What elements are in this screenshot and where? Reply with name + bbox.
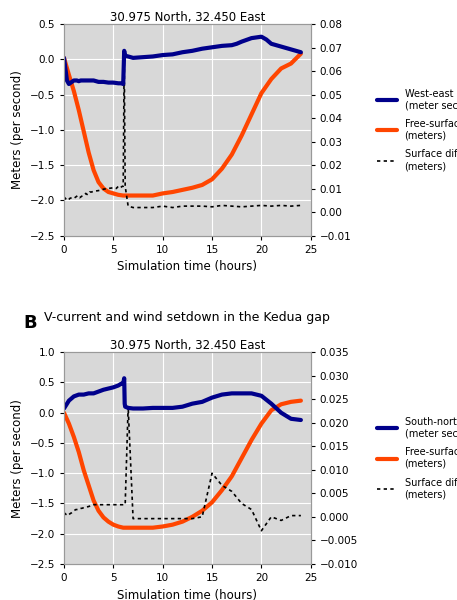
Title: 30.975 North, 32.450 East: 30.975 North, 32.450 East	[110, 11, 265, 24]
X-axis label: Simulation time (hours): Simulation time (hours)	[117, 260, 257, 274]
Text: B: B	[23, 314, 37, 332]
X-axis label: Simulation time (hours): Simulation time (hours)	[117, 589, 257, 600]
Title: 30.975 North, 32.450 East: 30.975 North, 32.450 East	[110, 339, 265, 352]
Legend: South-north current
(meter second-1), Free-surface height
(meters), Surface diff: South-north current (meter second-1), Fr…	[377, 417, 457, 499]
Text: V-current and wind setdown in the Kedua gap: V-current and wind setdown in the Kedua …	[44, 311, 330, 323]
Text: A: A	[23, 0, 37, 4]
Y-axis label: Meters (per second): Meters (per second)	[11, 70, 24, 190]
Y-axis label: Meters (per second): Meters (per second)	[11, 398, 24, 518]
Legend: West-east current
(meter second-1), Free-surface height
(meters), Surface differ: West-east current (meter second-1), Free…	[377, 89, 457, 171]
